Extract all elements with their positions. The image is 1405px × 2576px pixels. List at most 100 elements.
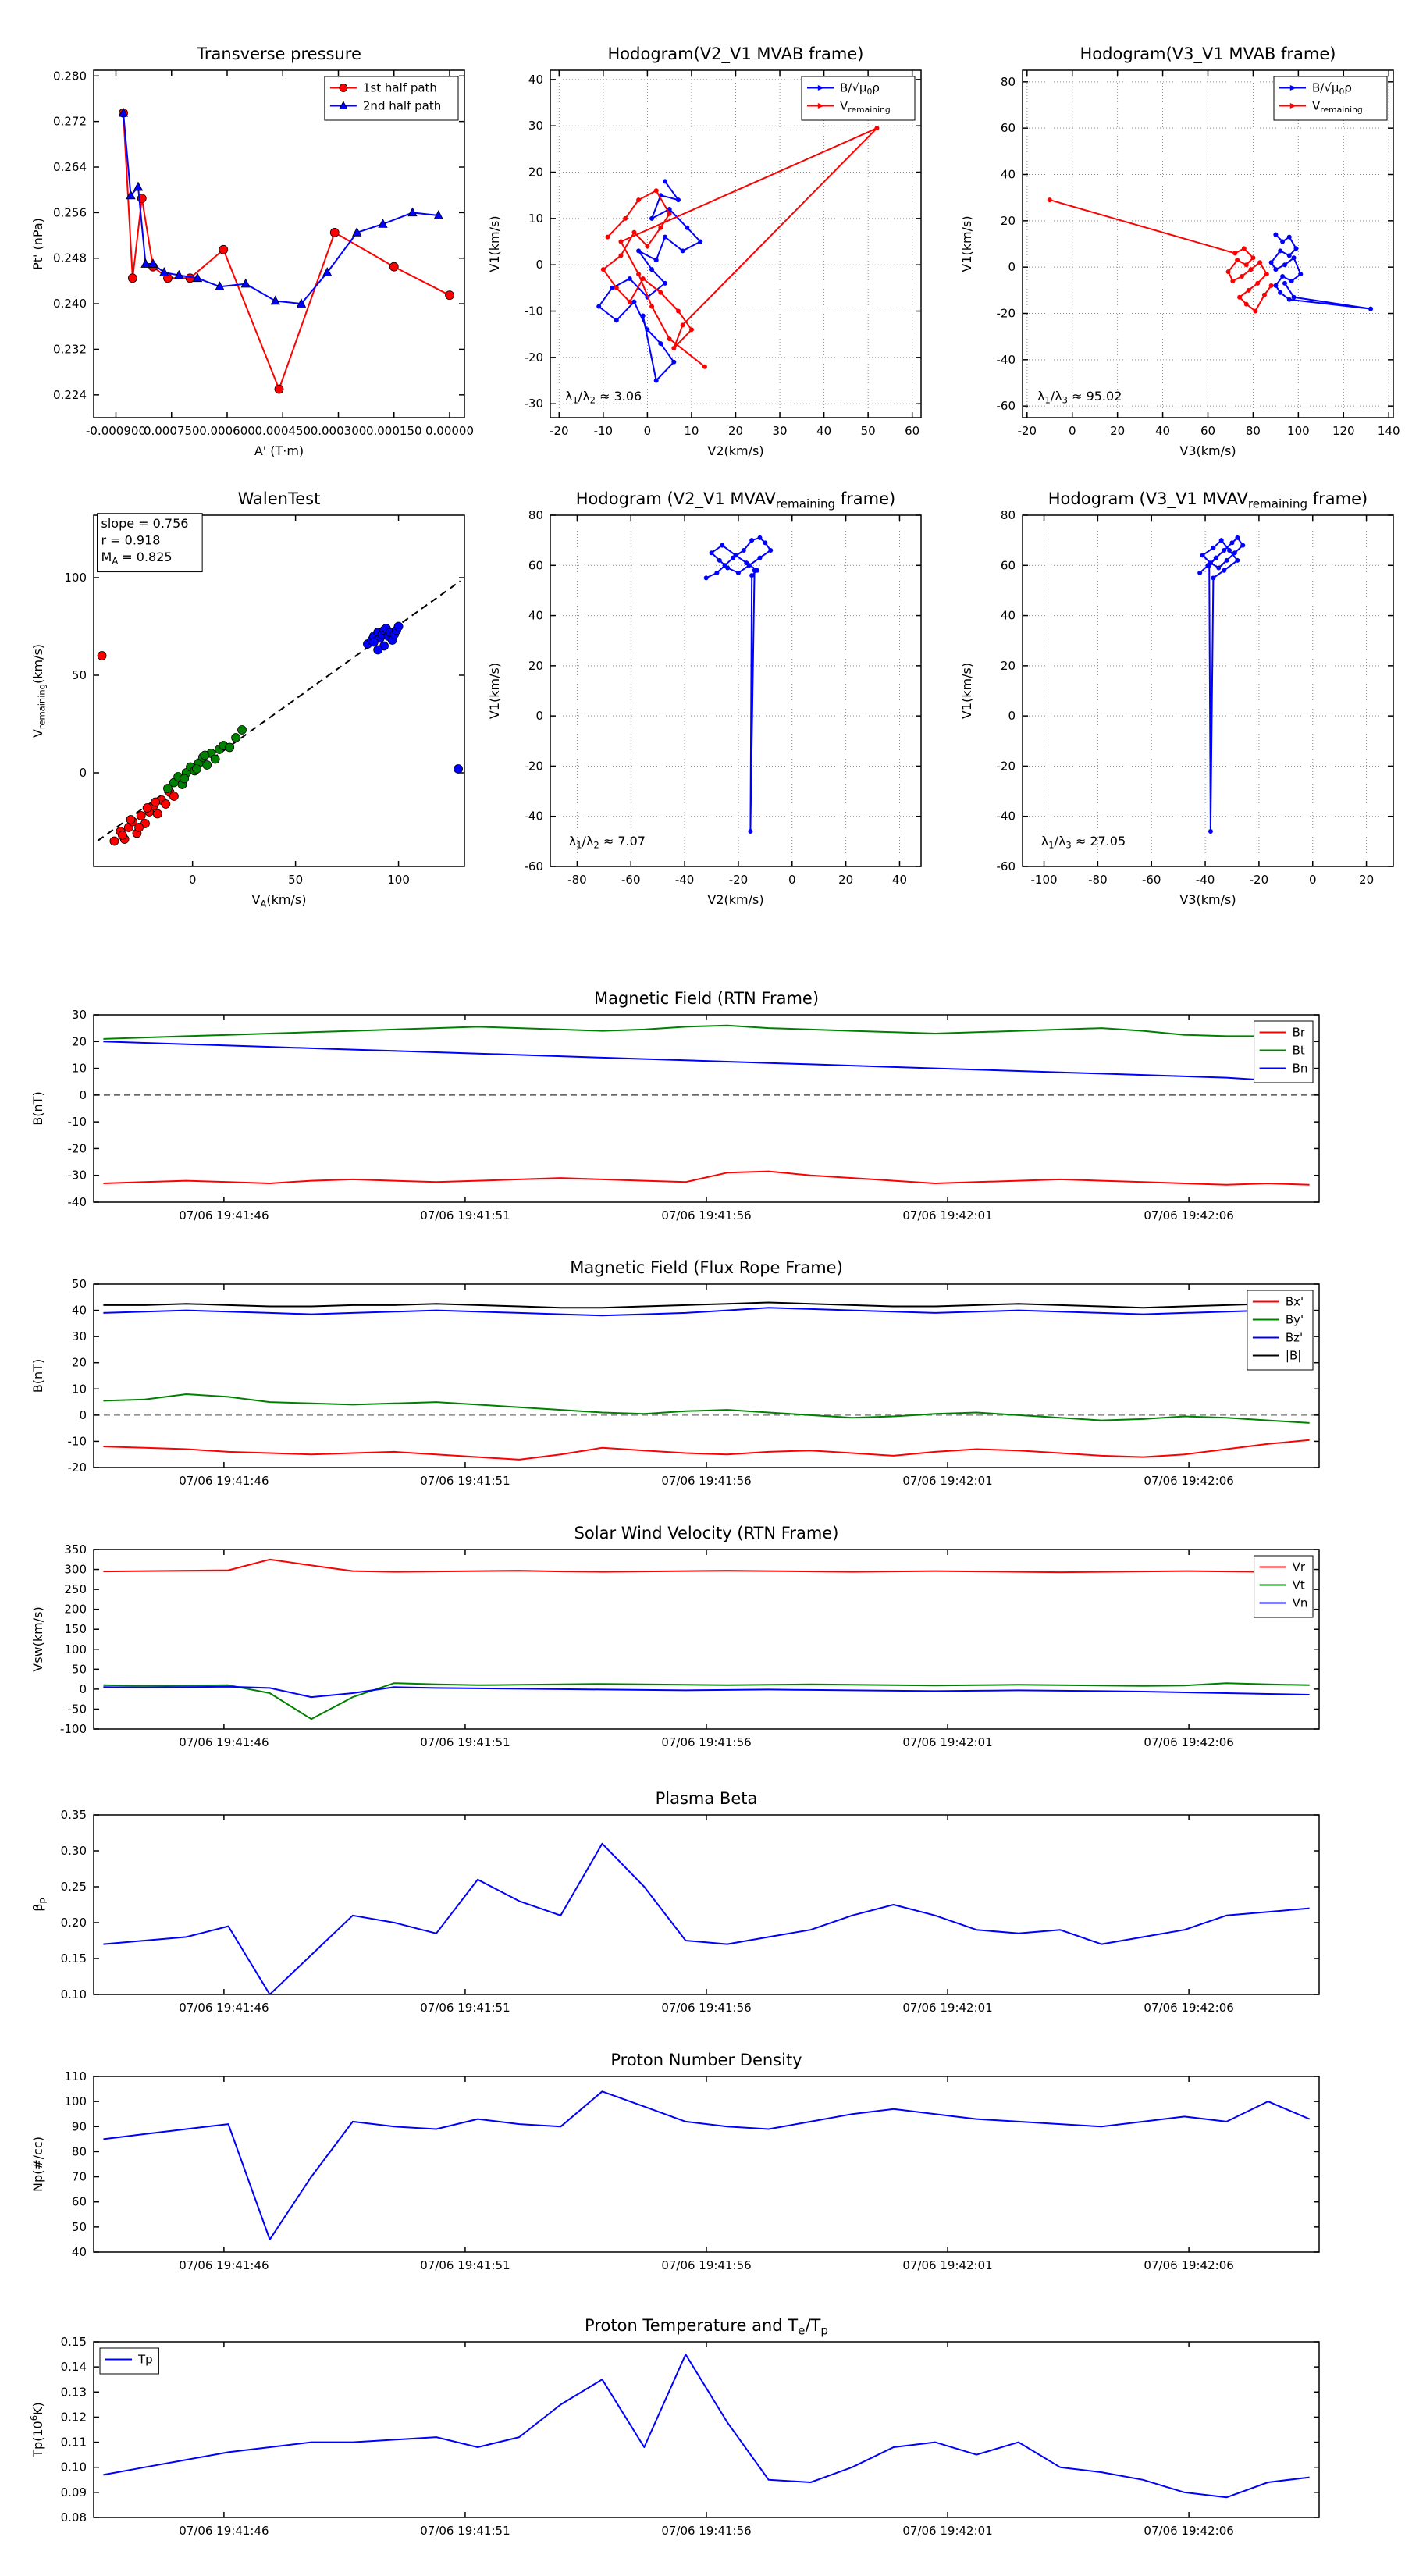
chart-title: Hodogram(V2_V1 MVAB frame) — [608, 44, 864, 64]
svg-text:20: 20 — [528, 165, 543, 180]
chart-proton-temperature: 07/06 19:41:46 07/06 19:41:51 07/06 19:41:… — [20, 2309, 1339, 2555]
chart-hodogram-v2v1-mvab: -20 -10 0 10 20 30 40 50 60 -30 -20 -10 0 10 20 30 40 Hod… — [476, 31, 933, 466]
x-tick-labels: -20 0 20 40 60 80 100 120 140 — [1018, 424, 1400, 438]
ticks — [1023, 70, 1393, 418]
legend: B/√μ0ρ Vremaining — [801, 76, 916, 121]
ticks — [1023, 514, 1393, 867]
svg-text:07/06 19:42:01: 07/06 19:42:01 — [902, 1208, 992, 1222]
y-tick-labels: 0.10 0.15 0.20 0.25 0.30 0.35 — [61, 1808, 87, 2001]
svg-text:07/06 19:42:01: 07/06 19:42:01 — [902, 2258, 992, 2272]
y-tick-labels: 40 50 60 70 80 90 100 110 — [64, 2069, 87, 2259]
svg-text:-30: -30 — [525, 397, 544, 411]
svg-text:07/06 19:42:01: 07/06 19:42:01 — [902, 2524, 992, 2538]
chart-title: Hodogram (V2_V1 MVAVremaining frame) — [576, 489, 896, 511]
y-axis-label: Np(#/cc) — [30, 2137, 45, 2192]
svg-text:60: 60 — [1001, 121, 1016, 135]
svg-text:-50: -50 — [68, 1702, 87, 1716]
series-beta-p — [103, 1842, 1310, 1994]
svg-text:40: 40 — [1001, 168, 1016, 182]
series-v-remaining — [1047, 197, 1274, 314]
legend: Vr Vt Vn — [1254, 1555, 1314, 1618]
svg-text:10: 10 — [72, 1382, 87, 1396]
series-bx- — [103, 1439, 1310, 1461]
x-tick-labels: 07/06 19:41:46 07/06 19:41:51 07/06 19:41:… — [179, 2258, 1234, 2272]
svg-text:0: 0 — [1008, 709, 1016, 723]
svg-text:90: 90 — [72, 2119, 87, 2133]
svg-text:0.15: 0.15 — [61, 2335, 87, 2349]
proton-density-svg: 07/06 19:41:46 07/06 19:41:51 07/06 19:41:… — [30, 2051, 1320, 2272]
svg-text:07/06 19:41:46: 07/06 19:41:46 — [179, 2524, 269, 2538]
ticks — [94, 1014, 1319, 1203]
grid — [550, 514, 921, 867]
x-axis-label: A' (T·m) — [254, 443, 304, 458]
svg-text:50: 50 — [861, 424, 876, 438]
vsw-rtn-svg: 07/06 19:41:46 07/06 19:41:51 07/06 19:41:… — [30, 1524, 1320, 1749]
svg-text:07/06 19:41:56: 07/06 19:41:56 — [661, 1474, 751, 1488]
svg-text:07/06 19:42:06: 07/06 19:42:06 — [1144, 2258, 1233, 2272]
svg-text:0.00000: 0.00000 — [425, 424, 474, 438]
svg-text:-30: -30 — [68, 1169, 87, 1183]
svg-text:07/06 19:41:51: 07/06 19:41:51 — [420, 1735, 510, 1749]
svg-text:07/06 19:41:56: 07/06 19:41:56 — [661, 2524, 751, 2538]
x-tick-labels: 07/06 19:41:46 07/06 19:41:51 07/06 19:41:… — [179, 1208, 1234, 1222]
svg-text:20: 20 — [1001, 214, 1016, 228]
plot-area — [703, 535, 774, 834]
hodogram-v2v1-mvav-svg: -80 -60 -40 -20 0 20 40 -60 -40 -20 0 20 40 60 80 Hodog… — [487, 489, 922, 907]
svg-text:60: 60 — [1001, 558, 1016, 572]
series-vr — [103, 1558, 1310, 1574]
svg-text:20: 20 — [1359, 873, 1374, 887]
y-axis-label: Pt' (nPa) — [30, 218, 45, 270]
svg-text:0: 0 — [189, 873, 197, 887]
svg-text:-40: -40 — [525, 809, 544, 824]
svg-text:Vremaining: Vremaining — [1312, 99, 1363, 115]
svg-text:0.280: 0.280 — [53, 69, 87, 83]
series-v-remaining — [600, 126, 880, 369]
svg-text:10: 10 — [72, 1062, 87, 1076]
y-tick-labels: -40 -30 -20 -10 0 10 20 30 — [68, 1008, 87, 1209]
annotation: λ1/λ2 ≈ 3.06 — [565, 389, 642, 406]
svg-text:07/06 19:42:06: 07/06 19:42:06 — [1144, 1735, 1233, 1749]
chart-title: Plasma Beta — [656, 1789, 758, 1808]
svg-text:07/06 19:41:51: 07/06 19:41:51 — [420, 2001, 510, 2015]
series-b-over-sqrt-mu0-rho — [1268, 232, 1374, 311]
svg-text:20: 20 — [838, 873, 853, 887]
svg-text:Vt: Vt — [1293, 1578, 1305, 1592]
axes-frame — [93, 69, 465, 418]
svg-text:-20: -20 — [1250, 873, 1269, 887]
ticks — [94, 1549, 1319, 1730]
svg-text:Bx': Bx' — [1286, 1295, 1304, 1309]
svg-text:80: 80 — [1246, 424, 1261, 438]
svg-text:80: 80 — [1001, 75, 1016, 89]
svg-text:0.272: 0.272 — [53, 115, 87, 129]
svg-text:07/06 19:41:51: 07/06 19:41:51 — [420, 1208, 510, 1222]
ticks — [94, 70, 464, 418]
svg-text:-40: -40 — [675, 873, 695, 887]
chart-magnetic-field-rtn: 07/06 19:41:46 07/06 19:41:51 07/06 19:41:… — [20, 982, 1339, 1240]
annotation: λ1/λ2 ≈ 7.07 — [569, 834, 646, 851]
svg-text:0: 0 — [788, 873, 796, 887]
svg-text:20: 20 — [528, 659, 543, 673]
ticks — [94, 2341, 1319, 2518]
svg-text:30: 30 — [72, 1008, 87, 1022]
chart-solar-wind-velocity: 07/06 19:41:46 07/06 19:41:51 07/06 19:41:… — [20, 1517, 1339, 1767]
series-vn — [103, 1685, 1310, 1699]
svg-text:50: 50 — [72, 1662, 87, 1676]
plot-area — [103, 2090, 1310, 2240]
series-br — [103, 1170, 1310, 1186]
svg-text:Bz': Bz' — [1286, 1331, 1303, 1345]
svg-text:-20: -20 — [1018, 424, 1037, 438]
svg-text:Vn: Vn — [1293, 1596, 1308, 1610]
chart-title: Hodogram (V3_V1 MVAVremaining frame) — [1048, 489, 1368, 511]
y-axis-label: V1(km/s) — [487, 215, 502, 272]
y-tick-labels: 0.224 0.232 0.240 0.248 0.256 0.264 0.272 0.280 — [53, 69, 87, 402]
y-tick-labels: 0.08 0.09 0.10 0.11 0.12 0.13 0.14 0.15 — [61, 2335, 87, 2524]
svg-text:100: 100 — [387, 873, 410, 887]
svg-text:50: 50 — [288, 873, 303, 887]
svg-text:70: 70 — [72, 2170, 87, 2184]
x-tick-labels: 0 50 100 — [189, 873, 410, 887]
svg-text:250: 250 — [64, 1582, 87, 1596]
ticks — [550, 514, 921, 867]
svg-text:30: 30 — [528, 119, 543, 133]
chart-walen-test: 0 50 100 0 50 100 WalenTest VA(km/s) Vremaining(… — [20, 476, 476, 915]
